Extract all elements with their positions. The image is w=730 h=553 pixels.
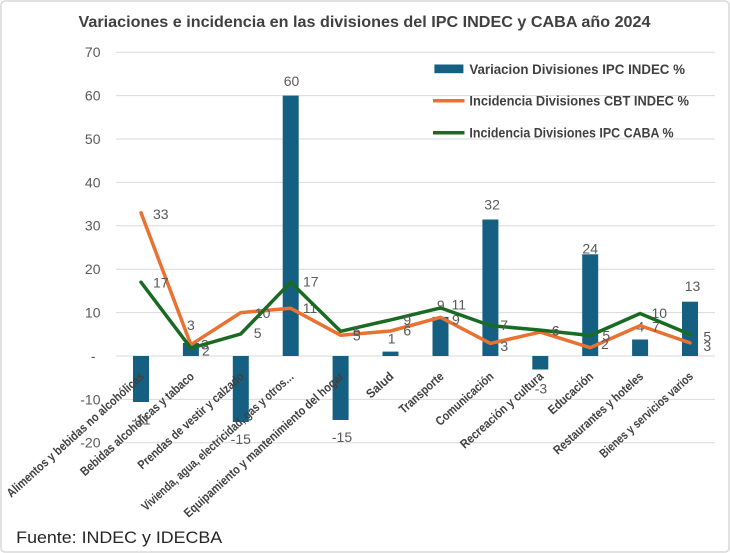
svg-text:24: 24	[582, 241, 598, 257]
svg-text:17: 17	[303, 274, 319, 290]
svg-text:13: 13	[685, 278, 701, 294]
svg-text:7: 7	[500, 317, 508, 333]
svg-text:70: 70	[85, 44, 101, 60]
svg-text:3: 3	[500, 338, 508, 354]
svg-text:40: 40	[85, 174, 101, 190]
svg-text:6: 6	[403, 322, 411, 338]
svg-text:60: 60	[284, 73, 300, 89]
svg-text:Variacion Divisiones IPC INDEC: Variacion Divisiones IPC INDEC %	[469, 61, 685, 77]
svg-text:-20: -20	[80, 435, 100, 451]
svg-text:10: 10	[652, 305, 668, 321]
svg-text:5: 5	[602, 328, 610, 344]
svg-text:-15: -15	[231, 431, 251, 447]
svg-text:32: 32	[484, 196, 500, 212]
svg-text:-15: -15	[332, 429, 352, 445]
svg-text:-11: -11	[131, 412, 150, 428]
svg-text:2: 2	[601, 336, 609, 352]
svg-text:33: 33	[153, 206, 169, 222]
svg-text:6: 6	[353, 323, 361, 339]
svg-text:9: 9	[452, 311, 460, 327]
svg-text:50: 50	[85, 131, 101, 147]
svg-text:1: 1	[388, 331, 396, 347]
svg-text:30: 30	[85, 218, 101, 234]
svg-text:-3: -3	[535, 380, 548, 396]
svg-text:2: 2	[202, 343, 210, 359]
svg-text:3: 3	[187, 317, 195, 333]
svg-text:Incidencia Divisiones CBT INDE: Incidencia Divisiones CBT INDEC %	[469, 93, 689, 109]
svg-text:6: 6	[552, 322, 560, 338]
svg-text:7: 7	[652, 318, 660, 334]
svg-text:3: 3	[703, 338, 711, 354]
svg-text:9: 9	[403, 312, 411, 328]
svg-text:20: 20	[85, 261, 101, 277]
svg-text:-10: -10	[80, 391, 100, 407]
svg-text:60: 60	[85, 88, 101, 104]
svg-text:5: 5	[353, 328, 361, 344]
svg-text:5: 5	[703, 329, 711, 345]
svg-text:11: 11	[452, 297, 467, 313]
svg-text:17: 17	[153, 275, 169, 291]
svg-text:9: 9	[437, 297, 445, 313]
svg-text:-: -	[91, 348, 96, 364]
svg-text:Variaciones e incidencia en l: Variaciones e incidencia en las division…	[79, 14, 651, 31]
svg-text:5: 5	[254, 325, 262, 341]
svg-text:10: 10	[85, 305, 101, 321]
svg-text:Fuente: INDEC y IDECBA: Fuente: INDEC y IDECBA	[16, 529, 222, 547]
svg-text:Incidencia Divisiones IPC CABA: Incidencia Divisiones IPC CABA %	[469, 125, 674, 141]
